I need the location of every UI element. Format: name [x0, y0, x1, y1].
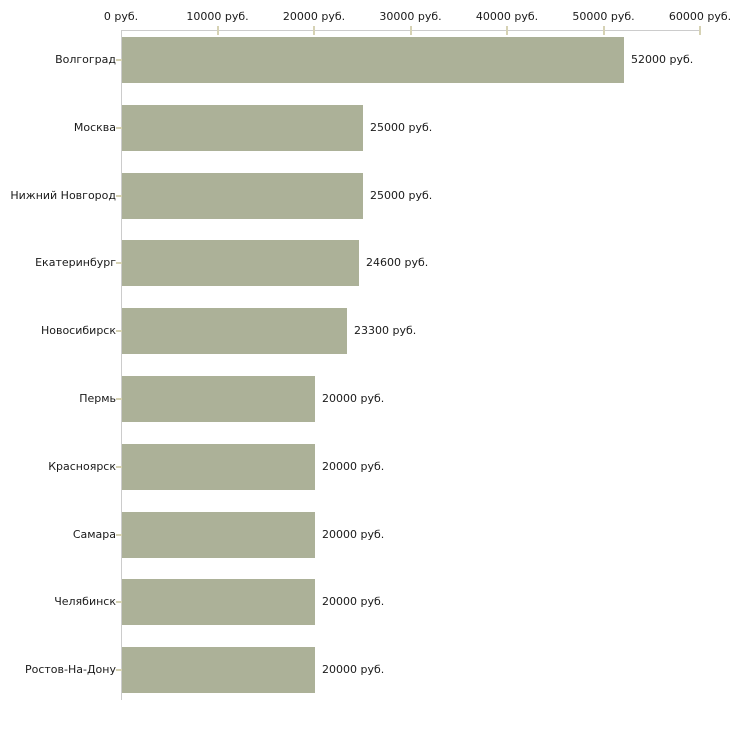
y-tick-mark [116, 330, 122, 332]
y-tick-mark [116, 127, 122, 129]
y-tick-mark [116, 534, 122, 536]
value-label: 24600 руб. [366, 256, 429, 269]
value-label: 23300 руб. [354, 324, 417, 337]
x-tick-label: 50000 руб. [572, 10, 635, 23]
y-tick-mark [116, 59, 122, 61]
category-label: Нижний Новгород [10, 189, 116, 202]
bar [122, 240, 359, 286]
value-label: 52000 руб. [631, 53, 694, 66]
y-tick-mark [116, 398, 122, 400]
x-tick-mark [506, 26, 508, 35]
bar [122, 444, 315, 490]
bar [122, 308, 347, 354]
y-tick-mark [116, 466, 122, 468]
value-label: 20000 руб. [322, 663, 385, 676]
bar [122, 105, 363, 151]
category-label: Новосибирск [40, 324, 116, 337]
bar [122, 376, 315, 422]
value-label: 25000 руб. [370, 189, 433, 202]
x-tick-label: 0 руб. [103, 10, 139, 23]
category-label: Екатеринбург [35, 256, 116, 269]
bar [122, 647, 315, 693]
y-tick-mark [116, 262, 122, 264]
value-label: 20000 руб. [322, 460, 385, 473]
x-tick-mark [602, 26, 605, 35]
category-label: Красноярск [48, 460, 116, 473]
x-tick-mark [699, 26, 701, 35]
x-tick-label: 20000 руб. [282, 10, 346, 23]
y-tick-mark [116, 195, 122, 197]
y-tick-mark [116, 601, 122, 603]
y-axis-line [121, 30, 122, 700]
value-label: 25000 руб. [370, 121, 433, 134]
x-tick-label: 10000 руб. [186, 10, 249, 23]
x-tick-mark [313, 26, 315, 35]
y-tick-mark [116, 669, 122, 671]
x-tick-label: 60000 руб. [668, 10, 730, 23]
category-label: Ростов-На-Дону [24, 663, 116, 676]
x-tick-mark [216, 26, 219, 35]
category-label: Челябинск [54, 595, 116, 608]
x-tick-label: 30000 руб. [379, 10, 442, 23]
bar [122, 173, 363, 219]
bar [122, 579, 315, 625]
category-label: Москва [73, 121, 116, 134]
bar [122, 512, 315, 558]
value-label: 20000 руб. [322, 392, 385, 405]
x-tick-mark [409, 26, 412, 35]
x-tick-label: 40000 руб. [475, 10, 539, 23]
value-label: 20000 руб. [322, 595, 385, 608]
bar [122, 37, 624, 83]
category-label: Пермь [79, 392, 116, 405]
value-label: 20000 руб. [322, 528, 385, 541]
category-label: Волгоград [55, 53, 116, 66]
category-label: Самара [72, 528, 116, 541]
